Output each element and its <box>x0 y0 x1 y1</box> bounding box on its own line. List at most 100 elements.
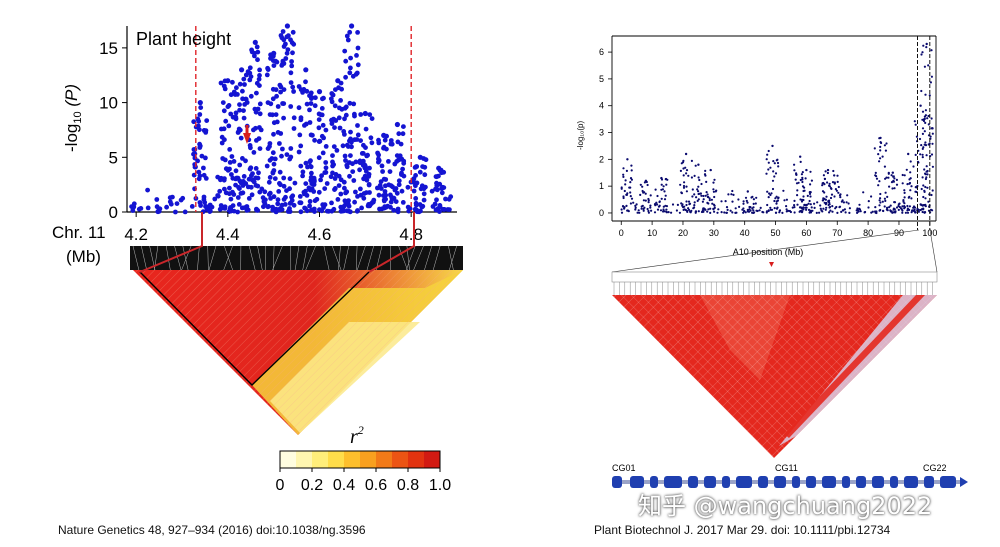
snp-point-738 <box>405 204 411 210</box>
snp-point-624 <box>392 161 398 167</box>
peak-point-5 <box>284 23 290 29</box>
a10-point-607 <box>886 206 889 209</box>
connector-line-28 <box>356 245 366 271</box>
snp-point-274 <box>257 101 263 107</box>
snp-point-342 <box>284 152 290 158</box>
snp-point-242 <box>256 170 261 176</box>
snp-point-639 <box>401 124 406 129</box>
snp-point-757 <box>242 205 248 211</box>
snp-point-536 <box>348 129 353 135</box>
gene-label-cg22: CG22 <box>923 463 947 473</box>
a10-point-253 <box>778 211 781 214</box>
snp-point-206 <box>237 162 243 168</box>
snp-point-223 <box>235 92 240 97</box>
snp-point-554 <box>346 160 352 165</box>
a10-point-340 <box>684 166 687 169</box>
a10-point-726 <box>923 211 926 214</box>
snp-point-192 <box>231 208 237 214</box>
a10-point-203 <box>813 202 816 205</box>
snp-point-476 <box>337 125 343 131</box>
a10-point-248 <box>723 211 726 214</box>
snp-point-148 <box>197 127 202 133</box>
a10-point-569 <box>879 145 882 148</box>
snp-point-419 <box>308 164 314 170</box>
snp-point-749 <box>238 191 244 196</box>
snp-point-48 <box>359 205 364 211</box>
snp-point-692 <box>441 207 447 212</box>
snp-point-157 <box>226 123 232 129</box>
snp-point-228 <box>237 81 243 87</box>
a10-point-285 <box>625 169 629 172</box>
a10-point-296 <box>641 189 644 193</box>
a10-point-149 <box>708 199 711 202</box>
snp-point-739 <box>335 197 341 202</box>
a10-point-574 <box>875 175 878 178</box>
peak-point-7 <box>316 89 323 95</box>
gene-exon-9 <box>774 476 786 488</box>
ld-heatmap-white-band <box>779 295 937 446</box>
snp-point-572 <box>368 135 374 141</box>
a10-point-22 <box>785 205 788 208</box>
legend-tick-label-3: 0.6 <box>365 477 387 494</box>
snp-point-641 <box>393 199 399 205</box>
a10-point-384 <box>701 200 705 203</box>
snp-point-638 <box>399 188 405 194</box>
a10-point-442 <box>775 202 778 205</box>
a10-point-546 <box>837 185 840 189</box>
a10-point-725 <box>931 127 934 130</box>
snp-point-439 <box>323 144 329 149</box>
snp-point-474 <box>342 116 347 122</box>
a10-point-471 <box>801 171 804 174</box>
a10-point-479 <box>804 177 807 180</box>
ld-heatmap-grid-right <box>612 295 937 458</box>
a10-point-554 <box>838 194 842 197</box>
a10-point-299 <box>649 206 652 209</box>
a10-point-586 <box>879 157 882 160</box>
a10-point-239 <box>856 209 860 212</box>
snp-point-436 <box>319 106 325 111</box>
a10-point-234 <box>846 194 849 197</box>
a10-point-594 <box>884 177 887 180</box>
snp-connector-lines <box>132 245 457 271</box>
a10-point-536 <box>822 197 825 200</box>
a10-point-694 <box>921 110 925 113</box>
gene-exon-6 <box>722 476 730 488</box>
a10-point-357 <box>685 190 689 193</box>
a10-point-51 <box>879 201 882 204</box>
a10-point-399 <box>703 173 707 176</box>
connector-line-6 <box>182 245 189 271</box>
snp-point-303 <box>274 119 280 125</box>
a10-point-537 <box>821 184 824 187</box>
a10-point-712 <box>924 197 927 200</box>
a10-point-455 <box>773 199 776 203</box>
snp-point-751 <box>383 204 389 210</box>
a10-point-274 <box>629 181 632 184</box>
a10-point-202 <box>670 211 673 214</box>
gene-exon-19 <box>940 476 956 488</box>
snp-point-234 <box>243 158 248 164</box>
a10-point-398 <box>712 181 715 184</box>
a10-point-351 <box>687 200 691 203</box>
snp-point-222 <box>241 108 246 113</box>
snp-point-25 <box>439 190 445 196</box>
a10-point-470 <box>793 169 796 172</box>
snp-point-672 <box>417 169 423 175</box>
peak-point-8 <box>335 78 341 84</box>
a10-point-113 <box>819 204 822 207</box>
snp-point-119 <box>207 208 213 214</box>
snp-point-188 <box>227 160 233 165</box>
snp-point-126 <box>192 164 198 170</box>
x-tick-label-0: 4.2 <box>124 225 148 244</box>
snp-point-367 <box>288 37 293 43</box>
snp-point-418 <box>303 181 309 187</box>
a10-point-732 <box>921 156 924 159</box>
a10-point-232 <box>818 211 821 214</box>
a10-point-519 <box>821 199 824 202</box>
snp-point-319 <box>277 141 282 146</box>
a10-point-632 <box>909 160 912 163</box>
snp-point-432 <box>312 103 318 109</box>
snp-point-331 <box>265 100 271 105</box>
a10-point-523 <box>825 195 828 198</box>
snp-point-645 <box>389 141 395 147</box>
a10-point-610 <box>889 210 892 213</box>
